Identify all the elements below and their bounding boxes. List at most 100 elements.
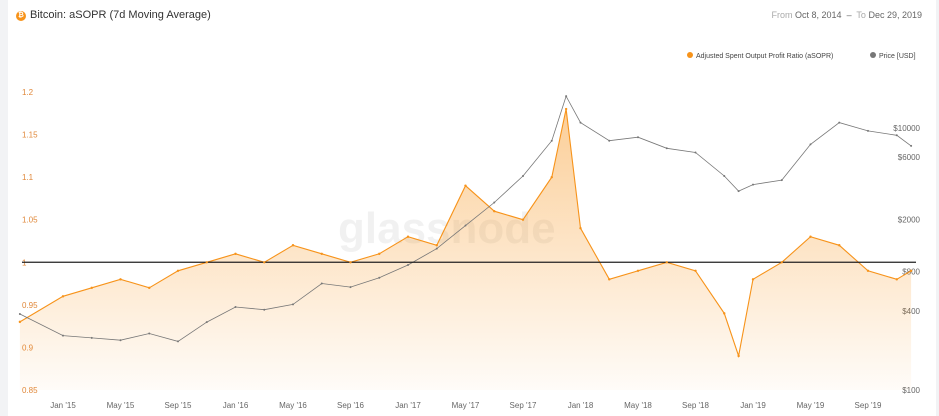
price-point bbox=[119, 339, 122, 342]
sopr-point bbox=[349, 261, 352, 264]
sopr-point bbox=[737, 354, 740, 358]
y-right-tick-label: $6000 bbox=[898, 153, 921, 162]
price-point bbox=[292, 303, 294, 306]
price-point bbox=[378, 276, 381, 279]
x-tick-label: Sep '17 bbox=[510, 401, 537, 410]
x-tick-label: Jan '18 bbox=[568, 401, 594, 410]
price-line bbox=[19, 95, 912, 342]
sopr-point bbox=[378, 252, 381, 255]
sopr-point bbox=[550, 175, 553, 179]
x-tick-label: May '15 bbox=[107, 401, 135, 410]
price-point bbox=[637, 136, 639, 139]
price-point bbox=[435, 247, 438, 250]
y-left-tick-label: 1.05 bbox=[22, 216, 38, 225]
price-point bbox=[694, 151, 697, 154]
sopr-point bbox=[809, 235, 812, 238]
sopr-point bbox=[320, 252, 323, 255]
y-left-tick-label: 0.85 bbox=[22, 386, 38, 395]
x-tick-label: Sep '16 bbox=[337, 401, 364, 410]
chart-header: ₿ Bitcoin: aSOPR (7d Moving Average) Fro… bbox=[8, 0, 936, 32]
sopr-point bbox=[119, 278, 122, 281]
price-point bbox=[809, 143, 812, 146]
price-point bbox=[493, 201, 496, 204]
chart-title: Bitcoin: aSOPR (7d Moving Average) bbox=[30, 9, 211, 21]
data-points bbox=[18, 95, 913, 358]
legend-marker bbox=[687, 52, 693, 58]
x-tick-label: Sep '19 bbox=[855, 401, 882, 410]
price-point bbox=[752, 183, 754, 186]
price-point bbox=[665, 147, 668, 150]
legend-item[interactable]: Price [USD] bbox=[870, 52, 916, 60]
legend-marker bbox=[870, 52, 876, 58]
price-point bbox=[579, 121, 582, 124]
sopr-point bbox=[838, 244, 841, 247]
y-left-tick-label: 1.15 bbox=[22, 131, 38, 140]
from-date[interactable]: Oct 8, 2014 bbox=[795, 10, 842, 20]
sopr-point bbox=[751, 278, 755, 281]
sopr-point bbox=[493, 210, 496, 213]
price-point bbox=[349, 286, 352, 289]
x-tick-label: Sep '15 bbox=[165, 401, 192, 410]
legend-label: Adjusted Spent Output Profit Ratio (aSOP… bbox=[696, 53, 833, 60]
bitcoin-icon: ₿ bbox=[16, 11, 26, 21]
price-point bbox=[895, 134, 898, 137]
sopr-point bbox=[608, 278, 611, 281]
sopr-point bbox=[234, 252, 237, 255]
chart-svg: Adjusted Spent Output Profit Ratio (aSOP… bbox=[18, 52, 921, 410]
x-axis: Jan '15 May '15 Sep '15 Jan '16 May '16 Sep '… bbox=[50, 401, 882, 410]
chart-legend: Adjusted Spent Output Profit Ratio (aSOP… bbox=[687, 52, 916, 60]
x-tick-label: Sep '18 bbox=[682, 401, 709, 410]
price-point bbox=[723, 175, 726, 178]
sopr-line bbox=[19, 108, 912, 359]
sopr-point bbox=[148, 286, 151, 290]
price-point bbox=[320, 282, 323, 285]
price-point bbox=[910, 144, 913, 147]
legend-item[interactable]: Adjusted Spent Output Profit Ratio (aSOP… bbox=[687, 52, 833, 60]
price-point bbox=[838, 121, 841, 124]
chart-card: ₿ Bitcoin: aSOPR (7d Moving Average) Fro… bbox=[8, 0, 936, 416]
y-right-tick-label: $2000 bbox=[898, 216, 921, 225]
price-point bbox=[205, 321, 208, 324]
price-point bbox=[737, 190, 740, 193]
sopr-point bbox=[406, 235, 410, 238]
sopr-point bbox=[18, 320, 22, 324]
sopr-area bbox=[19, 109, 912, 390]
x-tick-label: Jan '19 bbox=[740, 401, 766, 410]
sopr-point bbox=[694, 269, 697, 272]
x-tick-label: Jan '17 bbox=[395, 401, 421, 410]
date-range[interactable]: From Oct 8, 2014 – To Dec 29, 2019 bbox=[771, 10, 922, 20]
sopr-point bbox=[909, 269, 913, 272]
legend-label: Price [USD] bbox=[879, 53, 916, 60]
from-label: From bbox=[771, 10, 793, 20]
to-date[interactable]: Dec 29, 2019 bbox=[868, 10, 922, 20]
sopr-point bbox=[521, 218, 525, 221]
price-point bbox=[407, 263, 409, 266]
price-point bbox=[263, 308, 266, 311]
sopr-point bbox=[723, 312, 726, 315]
price-point bbox=[464, 224, 467, 227]
x-tick-label: Jan '16 bbox=[223, 401, 249, 410]
sopr-point bbox=[435, 244, 438, 247]
sopr-point bbox=[205, 261, 208, 264]
price-point bbox=[522, 175, 524, 178]
sopr-point bbox=[579, 227, 582, 230]
x-tick-label: May '19 bbox=[797, 401, 825, 410]
y-right-tick-label: $100 bbox=[902, 386, 920, 395]
price-point bbox=[62, 334, 64, 337]
sopr-point bbox=[665, 261, 668, 264]
sopr-point bbox=[61, 295, 65, 298]
y-axis-right: $10000 $6000 $2000 $800 $400 $100 bbox=[893, 124, 920, 395]
x-tick-label: May '16 bbox=[279, 401, 307, 410]
y-left-tick-label: 1.1 bbox=[22, 173, 34, 182]
y-left-tick-label: 0.95 bbox=[22, 301, 38, 310]
sopr-point bbox=[636, 269, 640, 272]
sopr-point bbox=[895, 278, 898, 281]
price-point bbox=[90, 336, 93, 339]
sopr-point bbox=[564, 107, 568, 111]
price-point bbox=[148, 332, 151, 335]
x-tick-label: May '18 bbox=[624, 401, 652, 410]
price-point bbox=[780, 179, 783, 182]
price-point bbox=[565, 95, 568, 98]
y-right-tick-label: $400 bbox=[902, 307, 920, 316]
sopr-point bbox=[90, 286, 93, 290]
